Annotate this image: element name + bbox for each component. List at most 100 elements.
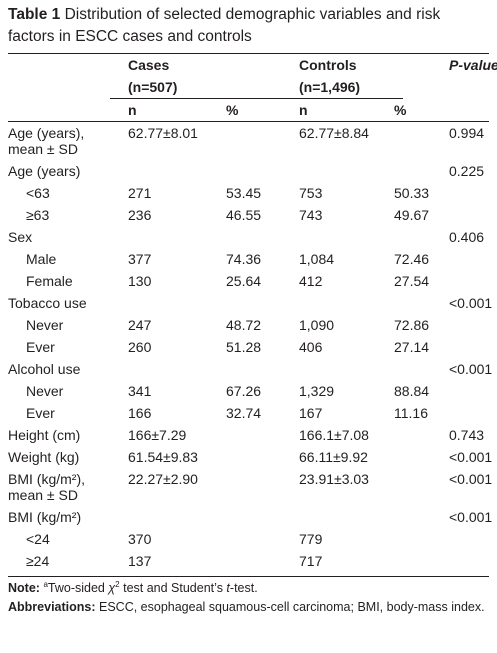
cases-pct-cell: 53.45 (226, 185, 262, 201)
cases-n-cell: 166±7.29 (128, 427, 187, 443)
cases-n-cell: 137 (128, 553, 152, 569)
top-rule (8, 53, 489, 54)
pvalue-cell: <0.001 (449, 471, 493, 487)
table-row: BMI (kg/m²), mean ± SD 22.27±2.90 23.91±3.0… (8, 468, 493, 506)
controls-pct-cell: 50.33 (394, 185, 430, 201)
cases-pct-cell (218, 122, 291, 160)
table-row: Ever 260 51.28 406 27.14 (8, 336, 489, 358)
cases-n-cell: 22.27±2.90 (128, 471, 198, 487)
row-label: Tobacco use (8, 295, 87, 311)
table-title: Distribution of selected demographic var… (8, 6, 441, 45)
controls-n-cell: 753 (299, 185, 323, 201)
cases-n-cell (118, 358, 218, 380)
pvalue-cell (449, 270, 489, 292)
cases-pct-cell (218, 226, 291, 248)
group-header-rule (110, 98, 403, 99)
pvalue-cell: 0.225 (449, 163, 485, 179)
controls-pct-cell: 88.84 (394, 383, 430, 399)
cases-n-cell (118, 506, 218, 528)
pvalue-header: P-valuea (449, 57, 497, 73)
pvalue-cell: 0.994 (449, 125, 485, 141)
pvalue-cell: <0.001 (449, 361, 493, 377)
pvalue-cell (449, 550, 489, 572)
header-rule (8, 121, 489, 122)
row-label: BMI (kg/m²), mean ± SD (8, 471, 85, 503)
abbreviations-line: Abbreviations: ESCC, esophageal squamous… (8, 600, 485, 614)
pvalue-cell: 0.406 (449, 229, 485, 245)
cases-pct-cell (218, 292, 291, 314)
row-label: ≥63 (26, 207, 50, 223)
row-label: Alcohol use (8, 361, 81, 377)
controls-pct-cell (394, 468, 449, 506)
row-label: Ever (26, 339, 55, 355)
row-label: Never (26, 383, 64, 399)
cases-pct-cell (218, 468, 291, 506)
cases-n-cell: 260 (128, 339, 152, 355)
pvalue-cell (449, 380, 489, 402)
controls-n-cell: 1,084 (299, 251, 335, 267)
controls-pct-cell: 27.14 (394, 339, 430, 355)
pvalue-cell: 0.743 (449, 427, 485, 443)
row-label: Age (years), mean ± SD (8, 125, 85, 157)
controls-n-cell (291, 226, 394, 248)
pvalue-cell (449, 182, 489, 204)
pvalue-cell (449, 336, 489, 358)
table-row: Tobacco use <0.001 (8, 292, 492, 314)
table-row: Never 341 67.26 1,329 88.84 (8, 380, 489, 402)
table-row: Weight (kg) 61.54±9.83 66.11±9.92 <0.001 (8, 446, 492, 468)
controls-pct-cell (394, 226, 449, 248)
cases-n-cell: 370 (128, 531, 152, 547)
controls-pct-cell (394, 446, 449, 468)
cases-pct-cell (218, 528, 291, 550)
table-row: <63 271 53.45 753 50.33 (8, 182, 489, 204)
controls-n-cell: 779 (299, 531, 323, 547)
table-notes: Note: aTwo-sided χ2 test and Student’s t… (8, 577, 489, 617)
cases-n-cell (118, 160, 218, 182)
controls-pct-cell: 72.86 (394, 317, 430, 333)
controls-n-cell: 406 (299, 339, 323, 355)
cases-pct-cell (218, 160, 291, 182)
table-row: ≥63 236 46.55 743 49.67 (8, 204, 489, 226)
controls-n-cell (291, 160, 394, 182)
table-row: BMI (kg/m²) <0.001 (8, 506, 493, 528)
cases-n-cell (118, 292, 218, 314)
row-label: Sex (8, 229, 33, 245)
pvalue-cell (449, 204, 489, 226)
controls-pct-cell (394, 424, 449, 446)
controls-n-cell: 62.77±8.84 (299, 125, 369, 141)
row-label: Weight (kg) (8, 449, 80, 465)
cases-pct-cell (218, 358, 291, 380)
controls-pct-cell (394, 528, 449, 550)
controls-n-cell: 412 (299, 273, 323, 289)
cases-n-cell: 377 (128, 251, 152, 267)
controls-n-cell: 66.11±9.92 (299, 449, 368, 465)
table-caption: Table 1 Distribution of selected demogra… (8, 4, 489, 48)
controls-n-cell: 167 (299, 405, 323, 421)
table-row: Ever 166 32.74 167 11.16 (8, 402, 489, 424)
table-row: <24 370 779 (8, 528, 489, 550)
row-label: <24 (26, 531, 50, 547)
controls-n-cell: 23.91±3.03 (299, 471, 369, 487)
controls-pct-cell: 49.67 (394, 207, 430, 223)
cases-n-col-header: n (128, 102, 137, 118)
cases-n-cell: 62.77±8.01 (128, 125, 198, 141)
data-table: Cases Controls P-valuea (n=507) (n=1,496… (8, 54, 497, 98)
controls-n-cell: 1,329 (299, 383, 335, 399)
controls-pct-cell: 11.16 (394, 405, 428, 421)
controls-pct-cell (394, 160, 449, 182)
row-label: Ever (26, 405, 55, 421)
pvalue-cell: <0.001 (449, 509, 493, 525)
controls-pct-cell (394, 506, 449, 528)
cases-pct-col-header: % (226, 102, 239, 118)
controls-n-cell (291, 358, 394, 380)
controls-n-cell: 717 (299, 553, 323, 569)
controls-n-cell: 166.1±7.08 (299, 427, 369, 443)
controls-pct-col-header: % (394, 102, 407, 118)
controls-pct-cell: 27.54 (394, 273, 430, 289)
row-label: Male (26, 251, 57, 267)
row-label: Height (cm) (8, 427, 81, 443)
cases-n-header: (n=507) (128, 79, 178, 95)
controls-header: Controls (299, 57, 357, 73)
table-row: Male 377 74.36 1,084 72.46 (8, 248, 489, 270)
controls-pct-cell (394, 292, 449, 314)
